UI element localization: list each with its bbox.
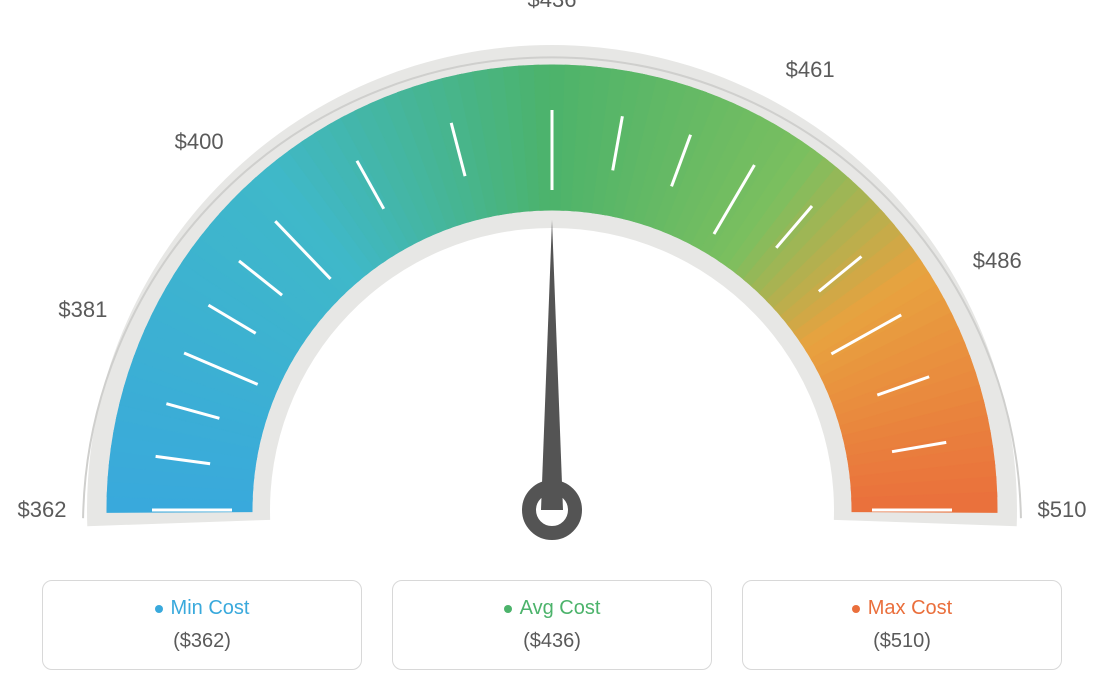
gauge-tick-label: $510 bbox=[1038, 497, 1087, 523]
legend-max-label: Max Cost bbox=[852, 597, 952, 620]
cost-gauge: $362 $381 $400 $436 $461 $486 $510 bbox=[0, 0, 1104, 560]
legend-card-max: Max Cost ($510) bbox=[742, 580, 1062, 670]
legend-min-label: Min Cost bbox=[155, 597, 250, 620]
legend-max-value: ($510) bbox=[753, 630, 1051, 653]
gauge-tick-label: $461 bbox=[786, 57, 835, 83]
legend-avg-value: ($436) bbox=[403, 630, 701, 653]
gauge-tick-label: $436 bbox=[528, 0, 577, 13]
legend-row: Min Cost ($362) Avg Cost ($436) Max Cost… bbox=[0, 580, 1104, 670]
legend-card-min: Min Cost ($362) bbox=[42, 580, 362, 670]
legend-min-value: ($362) bbox=[53, 630, 351, 653]
gauge-tick-label: $381 bbox=[58, 297, 107, 323]
gauge-tick-label: $400 bbox=[175, 129, 224, 155]
gauge-tick-label: $362 bbox=[18, 497, 67, 523]
legend-card-avg: Avg Cost ($436) bbox=[392, 580, 712, 670]
legend-avg-label: Avg Cost bbox=[504, 597, 601, 620]
gauge-svg bbox=[0, 0, 1104, 560]
gauge-tick-label: $486 bbox=[973, 248, 1022, 274]
